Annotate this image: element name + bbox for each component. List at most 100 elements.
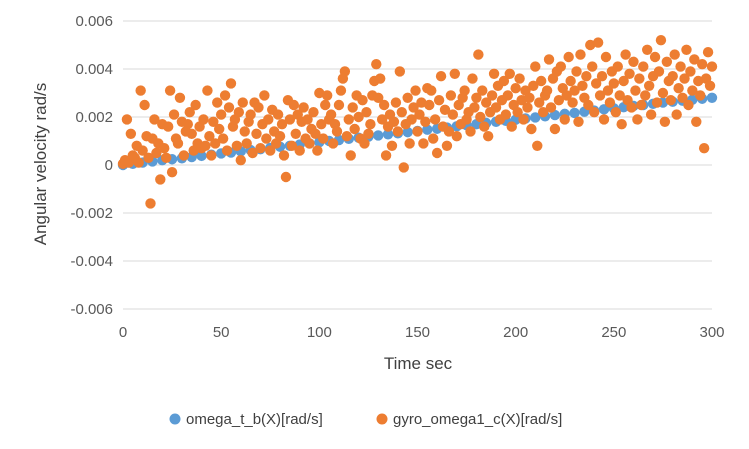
data-point: [202, 85, 213, 96]
data-point: [278, 150, 290, 161]
data-point: [669, 49, 680, 60]
data-point: [541, 85, 553, 96]
data-point: [380, 150, 392, 161]
data-point: [304, 138, 315, 149]
data-point: [439, 104, 451, 116]
data-point: [357, 95, 368, 106]
data-point: [272, 109, 284, 120]
data-point: [162, 121, 174, 132]
data-point: [320, 99, 331, 111]
y-tick-label: -0.002: [70, 205, 113, 222]
legend-marker-gyro-omega1-c: [376, 413, 388, 425]
data-point: [706, 92, 718, 104]
data-point: [655, 35, 667, 46]
data-point: [408, 102, 419, 113]
data-point: [365, 119, 376, 130]
data-point: [335, 85, 347, 96]
data-point: [174, 92, 186, 104]
data-point: [545, 102, 557, 113]
data-point: [221, 145, 233, 156]
data-point: [210, 138, 221, 149]
data-point: [308, 107, 319, 118]
data-point: [441, 140, 453, 151]
data-point: [137, 145, 148, 156]
data-point: [638, 61, 649, 72]
data-point: [691, 116, 702, 128]
data-point: [614, 90, 625, 101]
data-point: [233, 107, 245, 118]
x-axis-ticks: 0 50 100 150 200 250 300: [119, 324, 725, 341]
data-point: [294, 145, 305, 156]
data-point: [392, 126, 404, 137]
data-points: [117, 35, 718, 209]
data-point: [149, 114, 160, 125]
data-point: [237, 97, 248, 108]
data-point: [643, 80, 655, 92]
data-point: [451, 131, 462, 142]
data-point: [618, 75, 629, 87]
data-point: [598, 104, 610, 115]
legend-label-omega-t-b: omega_t_b(X)[rad/s]: [186, 411, 323, 428]
data-point: [433, 95, 445, 106]
data-point: [486, 90, 498, 101]
data-point: [182, 119, 193, 130]
data-point: [186, 128, 197, 139]
data-point: [374, 73, 386, 84]
x-tick-label: 50: [213, 324, 230, 341]
data-point: [610, 107, 621, 118]
data-point: [469, 102, 480, 113]
data-point: [488, 68, 500, 80]
data-point: [693, 75, 704, 87]
data-point: [184, 107, 195, 118]
data-point: [125, 128, 137, 139]
data-point: [596, 71, 608, 82]
data-point: [514, 73, 525, 84]
data-point: [573, 116, 584, 128]
data-point: [274, 131, 286, 142]
data-point: [359, 138, 370, 149]
data-point: [530, 112, 541, 123]
data-point: [561, 90, 572, 101]
data-point: [404, 138, 415, 149]
gridlines: [123, 20, 712, 310]
data-point: [325, 109, 337, 120]
data-point: [651, 97, 663, 108]
series-gyro-omega1-c: [117, 35, 718, 209]
data-point: [620, 49, 631, 60]
data-point: [261, 133, 272, 144]
data-point: [498, 75, 510, 87]
data-point: [239, 126, 250, 137]
data-point: [702, 47, 714, 58]
data-point: [677, 92, 688, 104]
data-point: [665, 95, 676, 106]
data-point: [418, 138, 429, 149]
data-point: [255, 143, 266, 154]
data-point: [473, 49, 484, 60]
data-point: [467, 73, 478, 84]
data-point: [524, 92, 535, 104]
data-point: [416, 97, 427, 108]
data-point: [341, 131, 353, 142]
data-point: [675, 61, 686, 72]
data-point: [504, 68, 515, 80]
data-point: [231, 140, 243, 151]
data-point: [516, 95, 527, 106]
data-point: [649, 51, 661, 63]
data-point: [245, 109, 256, 120]
data-point: [512, 107, 523, 118]
data-point: [121, 114, 133, 125]
data-point: [479, 121, 490, 132]
data-point: [288, 99, 300, 111]
data-point: [490, 102, 502, 113]
data-point: [673, 83, 684, 94]
data-point: [349, 123, 360, 135]
data-point: [590, 78, 602, 89]
data-point: [225, 78, 237, 89]
data-point: [429, 114, 441, 125]
data-point: [333, 99, 345, 111]
data-point: [537, 107, 549, 118]
data-point: [683, 99, 694, 111]
x-tick-label: 250: [601, 324, 626, 341]
data-point: [310, 128, 321, 139]
